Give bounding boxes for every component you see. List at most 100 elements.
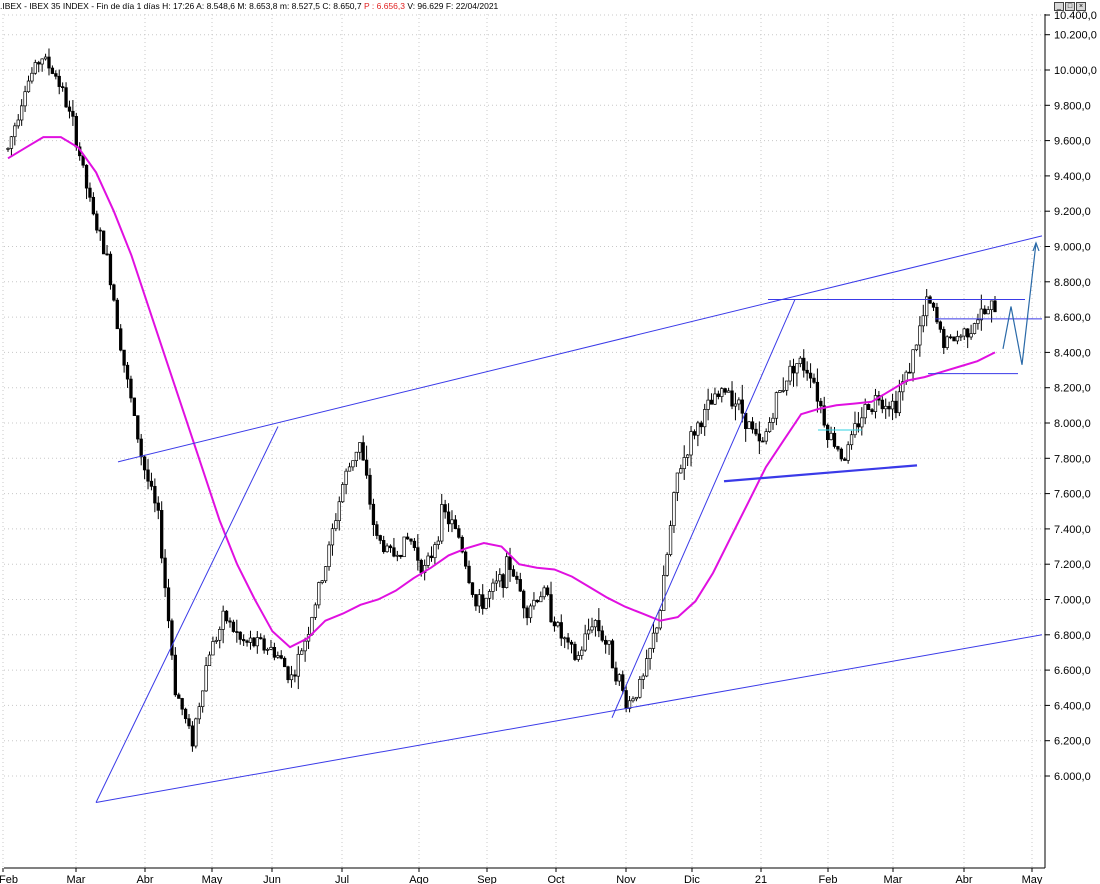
trendlines: [95, 235, 1043, 803]
candle-body: [491, 582, 495, 592]
x-tick-label: Ago: [409, 874, 429, 884]
candle-body: [566, 637, 570, 643]
volume-label: V: 96.629: [407, 1, 444, 11]
candle-body: [880, 399, 884, 410]
candle-body: [26, 80, 31, 93]
candle-body: [815, 381, 820, 402]
candle-body: [976, 319, 980, 324]
maximize-icon[interactable]: □: [1065, 2, 1075, 11]
candle-body: [419, 559, 423, 573]
y-tick-label: 8.000,0: [1054, 418, 1091, 430]
candle-body: [16, 119, 20, 127]
candle-body: [190, 725, 195, 747]
candle-body: [440, 504, 444, 542]
y-tick-label: 9.200,0: [1054, 206, 1091, 218]
candle-body: [84, 164, 89, 189]
candles: [6, 48, 997, 752]
close-label: C: 8.650,7: [322, 1, 362, 11]
candle-body: [477, 594, 481, 607]
candle-body: [37, 62, 41, 65]
candle-body: [863, 404, 867, 419]
candle-body: [368, 474, 372, 505]
candle-body: [805, 369, 809, 374]
candle-body: [98, 229, 102, 232]
candle-body: [709, 399, 714, 405]
candle-body: [556, 622, 560, 627]
candle-body: [631, 698, 635, 702]
candle-body: [641, 675, 645, 680]
candle-body: [511, 569, 516, 577]
candle-body: [443, 504, 447, 513]
candle-body: [221, 610, 225, 630]
candle-body: [658, 610, 662, 629]
candle-body: [873, 395, 878, 413]
instrument-name: IBEX 35 INDEX: [29, 1, 89, 11]
candle-body: [569, 641, 574, 645]
candle-body: [836, 446, 840, 450]
candle-body: [282, 657, 287, 668]
y-axis: 10.400,0 10.200,0 10.000,0 9.800,0 9.600,0 9.…: [1044, 10, 1097, 868]
candle-body: [224, 610, 229, 622]
candle-body: [433, 544, 437, 559]
candle-body: [382, 540, 386, 553]
candle-body: [771, 417, 775, 423]
y-tick-label: 7.800,0: [1054, 453, 1091, 465]
candle-body: [627, 700, 632, 709]
low-label: m: 8.527,5: [279, 1, 321, 11]
candle-body: [272, 647, 277, 658]
x-tick-label: Feb: [0, 874, 18, 884]
candle-body: [218, 629, 222, 641]
candle-body: [183, 708, 188, 720]
candle-body: [265, 649, 270, 651]
candle-body: [826, 424, 830, 441]
candle-body: [955, 336, 960, 342]
candle-body: [993, 300, 997, 313]
candle-body: [207, 654, 212, 666]
close-icon[interactable]: ×: [1076, 2, 1086, 11]
x-axis: Feb Mar Abr May Jun Jul Ago Sep Oct Nov Dic 21 Feb Ma…: [0, 867, 1045, 884]
candle-body: [105, 253, 109, 256]
candle-body: [146, 469, 150, 482]
candle-body: [402, 536, 406, 558]
candle-body: [590, 626, 594, 631]
candle-body: [47, 56, 51, 69]
x-tick-label: Jun: [263, 874, 281, 884]
candle-body: [484, 597, 488, 609]
candle-body: [286, 666, 290, 681]
candle-body: [621, 674, 625, 691]
y-tick-label: 8.600,0: [1054, 312, 1091, 324]
candle-body: [747, 421, 751, 429]
y-tick-label: 6.200,0: [1054, 736, 1091, 748]
candle-body: [194, 718, 198, 747]
candle-body: [750, 421, 755, 430]
candle-body: [487, 591, 492, 599]
candle-body: [545, 587, 550, 595]
candle-body: [399, 554, 403, 558]
candle-body: [228, 620, 232, 623]
candle-body: [327, 544, 331, 567]
candle-body: [204, 665, 208, 692]
candle-body: [453, 519, 458, 530]
candle-body: [819, 400, 823, 407]
candle-body: [610, 640, 615, 669]
candle-body: [655, 627, 659, 634]
moving-average: [7, 136, 996, 649]
y-tick-label: 10.000,0: [1054, 65, 1097, 77]
candle-body: [648, 648, 652, 659]
candle-body: [262, 638, 266, 651]
candle-body: [682, 457, 686, 470]
minimize-icon[interactable]: _: [1054, 2, 1064, 11]
candle-body: [388, 545, 393, 549]
candle-body: [30, 72, 34, 82]
candle-body: [945, 336, 949, 348]
candle-body: [737, 399, 741, 405]
candle-body: [341, 484, 345, 503]
candle-body: [522, 590, 526, 609]
candle-body: [334, 520, 338, 530]
time-label: H: 17:26: [162, 1, 195, 11]
x-tick-label: Abr: [136, 874, 153, 884]
candle-body: [853, 423, 857, 436]
candle-body: [385, 545, 389, 553]
candle-body: [959, 335, 963, 338]
candle-body: [791, 365, 796, 374]
